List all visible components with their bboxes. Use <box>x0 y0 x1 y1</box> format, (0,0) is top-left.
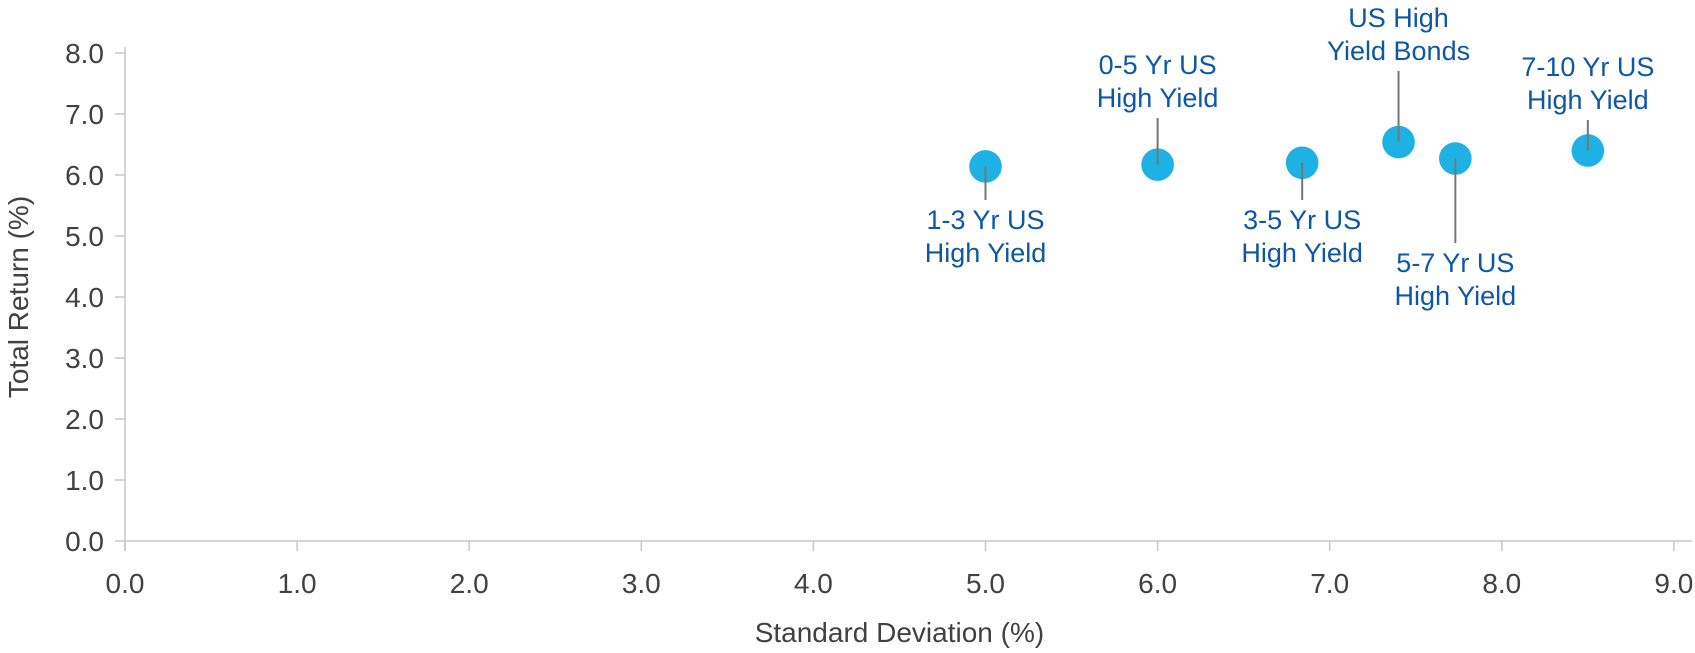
x-axis-tick-label: 6.0 <box>1138 568 1177 599</box>
x-axis-tick-label: 8.0 <box>1482 568 1521 599</box>
y-axis-title: Total Return (%) <box>3 196 34 398</box>
x-axis-tick-label: 7.0 <box>1310 568 1349 599</box>
point-label-1-3-yr-us-high-yield-line1: 1-3 Yr US <box>926 205 1044 235</box>
point-label-0-5-yr-us-high-yield-line1: 0-5 Yr US <box>1099 50 1217 80</box>
y-axis-tick-label: 0.0 <box>65 526 104 557</box>
x-axis-tick-label: 0.0 <box>106 568 145 599</box>
x-axis-tick-label: 3.0 <box>622 568 661 599</box>
point-label-1-3-yr-us-high-yield-line2: High Yield <box>925 238 1047 268</box>
x-axis-tick-label: 9.0 <box>1654 568 1693 599</box>
point-label-us-high-yield-bonds-line1: US High <box>1348 3 1449 33</box>
x-axis-tick-label: 2.0 <box>450 568 489 599</box>
x-axis-tick-label: 5.0 <box>966 568 1005 599</box>
y-axis-tick-label: 3.0 <box>65 343 104 374</box>
point-label-0-5-yr-us-high-yield-line2: High Yield <box>1097 83 1219 113</box>
point-label-5-7-yr-us-high-yield-line2: High Yield <box>1395 281 1517 311</box>
point-label-3-5-yr-us-high-yield-line1: 3-5 Yr US <box>1243 205 1361 235</box>
x-axis-tick-label: 4.0 <box>794 568 833 599</box>
y-axis-tick-label: 7.0 <box>65 99 104 130</box>
y-axis-tick-label: 4.0 <box>65 282 104 313</box>
point-label-7-10-yr-us-high-yield-line2: High Yield <box>1527 85 1649 115</box>
x-axis-title: Standard Deviation (%) <box>755 617 1044 648</box>
y-axis-tick-label: 5.0 <box>65 221 104 252</box>
point-label-5-7-yr-us-high-yield-line1: 5-7 Yr US <box>1396 248 1514 278</box>
point-label-us-high-yield-bonds-line2: Yield Bonds <box>1327 36 1470 66</box>
y-axis-tick-label: 2.0 <box>65 404 104 435</box>
point-label-3-5-yr-us-high-yield-line2: High Yield <box>1241 238 1363 268</box>
y-axis-tick-label: 6.0 <box>65 160 104 191</box>
x-axis-tick-label: 1.0 <box>278 568 317 599</box>
point-label-7-10-yr-us-high-yield-line1: 7-10 Yr US <box>1521 52 1654 82</box>
y-axis-tick-label: 8.0 <box>65 38 104 69</box>
y-axis-tick-label: 1.0 <box>65 465 104 496</box>
